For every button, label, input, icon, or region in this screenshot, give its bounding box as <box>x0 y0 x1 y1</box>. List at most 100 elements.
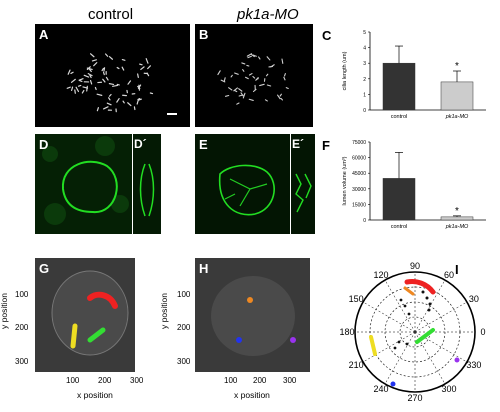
cilium <box>81 89 85 94</box>
red-track <box>87 291 118 309</box>
panel-label-d-prime: D´ <box>134 137 147 151</box>
cilium <box>75 86 80 93</box>
h-ytick-200: 200 <box>177 323 191 332</box>
cilium <box>103 67 106 72</box>
h-ylabel: y position <box>158 293 169 329</box>
panel-label-h: H <box>199 261 209 276</box>
cilium <box>234 89 238 93</box>
polar-angle-label: 30 <box>468 294 479 304</box>
cilium <box>108 56 114 60</box>
g-xlabel: x position <box>77 390 113 400</box>
cilia-image-control <box>66 53 177 115</box>
cilium <box>105 76 109 81</box>
category-label: pk1a-MO <box>445 224 469 230</box>
lumen-image-control <box>42 136 129 225</box>
cilium <box>121 66 125 71</box>
chart-f-lumen-volume: 0 15000 30000 45000 60000 75000 lumen volume (… <box>342 140 486 230</box>
cilium <box>247 55 252 59</box>
cilium <box>236 102 240 105</box>
polar-red-track <box>404 279 436 295</box>
cilium <box>242 92 246 99</box>
header-pk1a-mo: pk1a-MO <box>237 6 299 23</box>
cilium <box>223 77 226 82</box>
polar-angle-label: 300 <box>441 384 457 395</box>
panel-label-a: A <box>39 27 49 42</box>
significance-marker: * <box>455 206 459 217</box>
panel-label-i: I <box>455 262 459 277</box>
panel-label-e-prime: E´ <box>292 137 304 151</box>
cilium <box>255 77 259 81</box>
cilia-image-morphant <box>217 53 289 105</box>
panel-label-b: B <box>199 27 209 42</box>
cilium <box>264 99 268 102</box>
h-xtick-100: 100 <box>224 376 238 385</box>
polar-angle-label: 90 <box>409 261 421 271</box>
cilium <box>137 73 139 78</box>
cilium <box>149 92 154 95</box>
y-tick-label: 5 <box>363 30 366 36</box>
cilium <box>96 93 103 96</box>
y-tick-label: 30000 <box>352 187 366 193</box>
g-ytick-100: 100 <box>15 290 29 299</box>
g-ylabel: y position <box>0 293 9 329</box>
cilium <box>101 67 105 72</box>
lumen-image-morphant <box>218 164 275 216</box>
polar-orange-track <box>403 286 415 296</box>
polar-outer-ring <box>354 271 476 393</box>
g-xtick-200: 200 <box>98 376 112 385</box>
g-xtick-300: 300 <box>130 376 144 385</box>
cilium <box>217 70 221 76</box>
cilium <box>93 62 98 67</box>
category-label: pk1a-MO <box>445 114 469 120</box>
g-xtick-100: 100 <box>66 376 80 385</box>
cilium <box>127 102 132 107</box>
cilium <box>83 74 90 78</box>
cilium <box>78 79 83 83</box>
cilium <box>281 58 284 64</box>
cilium <box>277 94 281 100</box>
h-ytick-100: 100 <box>177 290 191 299</box>
cilium <box>96 107 99 112</box>
cilium <box>67 69 71 75</box>
lumen-side-morphant <box>295 173 312 213</box>
y-tick-label: 60000 <box>352 156 366 162</box>
cilium <box>71 86 74 91</box>
cilium <box>225 94 230 97</box>
cilium <box>266 56 271 61</box>
category-label: control <box>391 114 408 120</box>
lumen-side-control <box>139 163 155 217</box>
bead-tracks-morphant <box>195 258 310 372</box>
cilium <box>70 78 76 83</box>
h-xtick-300: 300 <box>283 376 297 385</box>
bar-pk1a-mo <box>440 216 474 221</box>
panel-label-c: C <box>322 28 332 43</box>
polar-yellow-track <box>369 335 377 356</box>
panel-e-prime-side-view: E´ <box>291 134 315 234</box>
bar-control <box>382 178 416 221</box>
cilium <box>138 84 141 91</box>
cilium <box>112 84 119 87</box>
cilium <box>240 92 244 97</box>
polar-angle-label: 210 <box>348 360 364 370</box>
polar-blue-bead <box>390 381 396 387</box>
polar-angle-label: 330 <box>466 360 482 370</box>
cilium <box>266 84 272 87</box>
panel-g-tracks-control: G <box>35 258 135 372</box>
polar-angle-labels: 0 30 60 90 120 150 180 210 240 270 300 330 <box>339 261 485 403</box>
panel-e-lumen-morphant: E <box>195 134 290 234</box>
cilium <box>102 71 105 76</box>
h-xlabel: x position <box>234 390 270 400</box>
cilium <box>86 67 93 71</box>
cilium <box>108 97 111 101</box>
chart-c-cilia-length: 0 1 2 3 4 5 cilia length (um) control * pk1a-MO <box>342 30 486 120</box>
cilium <box>246 53 253 57</box>
y-tick-label: 3 <box>363 61 366 67</box>
y-axis-title: lumen volume (um³) <box>342 156 348 205</box>
cilium <box>279 93 282 97</box>
green-track <box>87 327 106 343</box>
cilium <box>108 93 112 97</box>
cilium <box>116 66 120 70</box>
cilium <box>77 84 82 87</box>
cilium <box>89 79 93 85</box>
panel-a-cilia-control: A <box>35 24 190 127</box>
